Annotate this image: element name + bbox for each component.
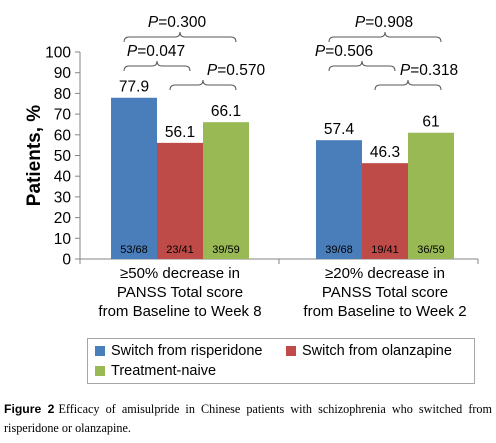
y-tick-label: 60 (54, 127, 72, 144)
x-category-label: ≥20% decrease in (325, 265, 445, 282)
p-value-label: P=0.318 (400, 62, 458, 79)
p-value-label: P=0.570 (207, 62, 266, 79)
comparison-bracket (123, 60, 191, 72)
p-value-label: P=0.300 (148, 14, 207, 31)
bar-count-label: 39/59 (212, 244, 240, 256)
y-axis-title: Patients, % (24, 105, 45, 206)
bar-value-label: 77.9 (119, 79, 149, 96)
chart-legend: Switch from risperidone Switch from olanz… (87, 338, 475, 384)
bar (408, 132, 454, 259)
x-category-label: PANSS Total score (117, 284, 243, 301)
caption-label: Figure 2 (4, 402, 55, 416)
legend-label: Treatment-naive (111, 363, 217, 379)
legend-item: Treatment-naive (95, 363, 216, 379)
bar (111, 97, 157, 259)
comparison-bracket (374, 79, 442, 91)
x-category-label: ≥50% decrease in (120, 265, 240, 282)
p-value-label: P=0.506 (315, 43, 373, 60)
caption-text: Efficacy of amisulpride in Chinese patie… (4, 402, 493, 435)
bar-value-label: 57.4 (324, 121, 355, 138)
p-value-label: P=0.047 (127, 43, 185, 60)
y-tick-label: 50 (54, 148, 72, 165)
y-tick-label: 70 (54, 107, 72, 124)
comparison-bracket (123, 31, 237, 43)
y-tick-label: 20 (54, 210, 72, 227)
p-value-label: P=0.908 (355, 14, 413, 31)
x-category-label: from Baseline to Week 2 (303, 303, 466, 320)
legend-label: Switch from olanzapine (302, 343, 452, 359)
legend-swatch (95, 346, 105, 356)
bar-value-label: 61 (422, 114, 439, 131)
bar-count-label: 53/68 (120, 244, 148, 256)
bar-count-label: 23/41 (166, 244, 194, 256)
legend-item: Switch from risperidone (95, 343, 263, 359)
bar-value-label: 46.3 (370, 144, 400, 161)
x-category-label: PANSS Total score (322, 284, 448, 301)
bar (316, 140, 362, 259)
comparison-bracket (328, 31, 442, 43)
bar (203, 122, 249, 259)
bar-value-label: 56.1 (165, 124, 195, 141)
legend-swatch (95, 366, 105, 376)
bar (362, 163, 408, 259)
y-tick-label: 80 (54, 86, 72, 103)
legend-item: Switch from olanzapine (286, 343, 452, 359)
y-tick-label: 100 (45, 45, 71, 62)
y-tick-label: 40 (54, 169, 72, 186)
bar (157, 142, 203, 259)
y-tick-label: 30 (54, 189, 72, 206)
bar-count-label: 19/41 (371, 244, 399, 256)
y-tick-label: 90 (54, 65, 72, 82)
y-tick-label: 0 (62, 252, 71, 269)
y-tick-label: 10 (54, 231, 72, 248)
x-category-label: from Baseline to Week 8 (98, 303, 261, 320)
bar-count-label: 39/68 (325, 244, 353, 256)
legend-swatch (286, 346, 296, 356)
legend-label: Switch from risperidone (111, 343, 263, 359)
figure-caption: Figure 2 Efficacy of amisulpride in Chine… (4, 400, 492, 438)
bar-count-label: 36/59 (417, 244, 445, 256)
comparison-bracket (328, 60, 396, 72)
comparison-bracket (169, 79, 237, 91)
bar-chart: 0 10 20 30 40 50 60 70 80 90 100 Patients, % 77.9 53/… (24, 14, 479, 320)
bar-value-label: 66.1 (211, 103, 241, 120)
